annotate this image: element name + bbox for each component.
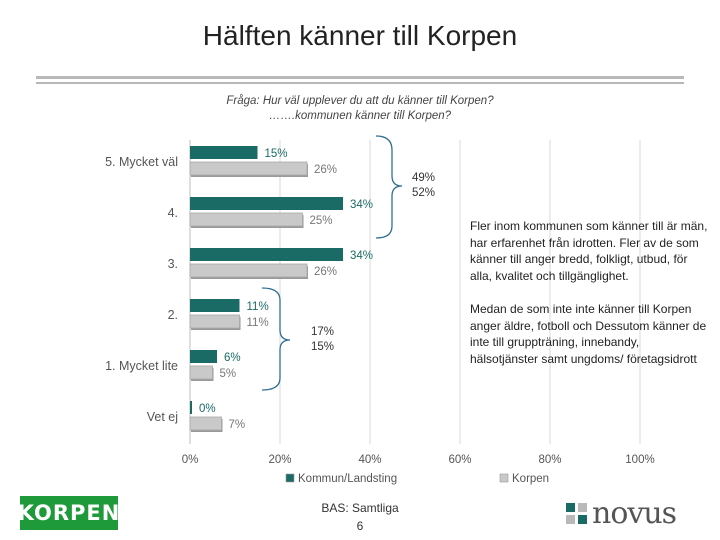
bracket-top-value-1: 49% [412,172,436,184]
bar-korpen [189,416,222,431]
category-label: 5. Mycket väl [105,155,178,169]
value-label: 5% [220,368,237,380]
chart-bars [189,146,343,432]
bar-kommun [190,299,240,312]
footer-base: BAS: Samtliga 6 [300,499,420,535]
category-labels: 5. Mycket väl 4. 3. 2. 1. Mycket lite Vet ej [105,155,178,424]
x-tick-label: 40% [358,454,381,466]
note-aware: Fler inom kommunen som känner till är mä… [470,219,708,283]
category-label: 3. [168,257,178,271]
bracket-bottom-value-2: 15% [311,341,335,353]
category-label: 4. [168,206,178,220]
novus-wordmark: novus [592,496,677,531]
value-label: 11% [247,301,269,313]
bar-kommun [190,197,343,210]
novus-mark-icon [566,503,588,525]
value-labels: 15% 26% 34% 25% 34% 26% 11% 11% 6% 5% 0% 7% [199,148,373,431]
title-divider [36,76,684,79]
x-tick-label: 100% [625,454,654,466]
page-number: 6 [356,519,364,533]
value-label: 26% [314,164,337,176]
bar-kommun [190,248,343,261]
x-tick-label: 0% [182,454,199,466]
bar-korpen [189,365,213,380]
bracket-bottom-value-1: 17% [311,326,335,338]
bracket-bottom [261,287,291,391]
legend-label: Korpen [512,473,549,485]
legend-swatch [499,473,509,483]
category-label: Vet ej [147,410,178,424]
question-line-1: Fråga: Hur väl upplever du att du känner… [226,95,494,107]
bracket-top-value-2: 52% [412,187,436,199]
page-title: Hälften känner till Korpen [202,20,518,51]
title-divider-thin [36,82,684,84]
value-label: 6% [224,352,241,364]
note-unaware: Medan de som inte inte känner till Korpe… [470,302,707,366]
bar-kommun [190,350,217,363]
bracket-bottom-label: 17% 15% [311,325,334,355]
bar-kommun [190,146,258,159]
bar-korpen [189,263,308,278]
value-label: 7% [229,419,246,431]
bar-korpen [189,161,308,176]
value-label: 0% [199,403,216,415]
chart-grid [189,140,641,444]
value-label: 25% [310,215,333,227]
bracket-top-label: 49% 52% [412,171,435,201]
x-tick-labels: 0% 20% 40% 60% 80% 100% [182,454,655,466]
chart-legend: Kommun/Landsting Korpen [285,473,549,485]
legend-swatch [285,473,295,483]
question-line-2: …….kommunen känner till Korpen? [268,110,452,122]
value-label: 26% [314,266,337,278]
category-label: 1. Mycket lite [105,359,178,373]
category-label: 2. [168,308,178,322]
survey-question: Fråga: Hur väl upplever du att du känner… [120,94,600,124]
value-label: 34% [350,250,373,262]
value-label: 34% [350,199,373,211]
bar-korpen [189,314,240,329]
bar-kommun [190,401,192,414]
value-label: 15% [265,148,288,160]
x-tick-label: 60% [448,454,471,466]
bar-korpen [189,212,303,227]
bracket-top [375,135,403,239]
korpen-logo: KORPEN [18,496,119,530]
base-label: BAS: Samtliga [321,501,399,515]
legend-label: Kommun/Landsting [298,473,397,485]
x-tick-label: 80% [538,454,561,466]
novus-logo: novus [566,498,712,530]
value-label: 11% [247,317,269,329]
x-tick-label: 20% [268,454,291,466]
